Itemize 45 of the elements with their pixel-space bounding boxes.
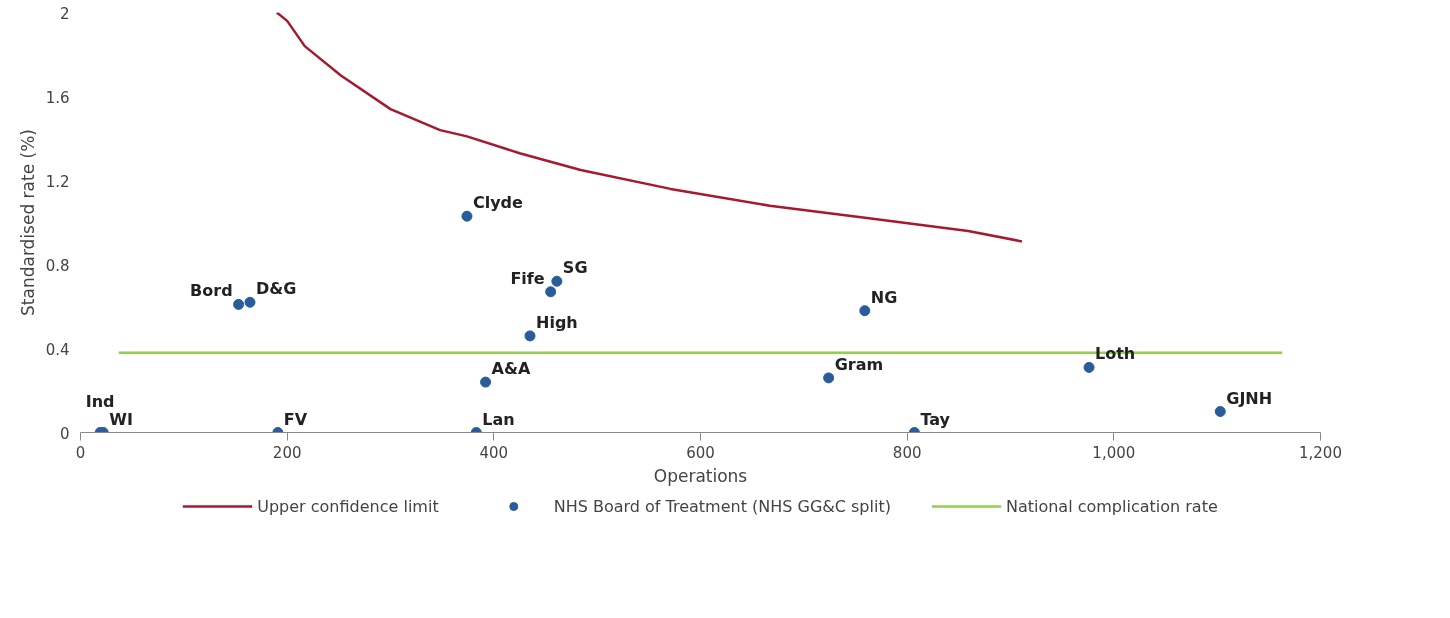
- point: [461, 210, 473, 222]
- annotation: SG: [562, 258, 588, 278]
- x-tick-label: 200: [272, 443, 302, 462]
- x-tick-label: 0: [75, 443, 86, 462]
- annotation: A&A: [491, 359, 531, 379]
- y-tick-label: 1.2: [45, 172, 70, 191]
- annotation: High: [536, 312, 578, 332]
- annotation: Gram: [834, 354, 884, 374]
- point: [551, 275, 563, 287]
- x-tick-label: 800: [892, 443, 922, 462]
- point: [1214, 406, 1226, 417]
- annotation: Fife: [510, 268, 545, 288]
- point: [545, 286, 557, 298]
- x-tick-label: 1,200: [1299, 443, 1342, 462]
- annotation: Tay: [920, 409, 951, 429]
- y-tick-label: 0.4: [45, 340, 70, 359]
- y-tick-label: 0.8: [45, 256, 70, 275]
- y-tick-label: 0: [59, 424, 70, 443]
- legend-label: National complication rate: [1005, 496, 1218, 516]
- annotation: Bord: [190, 281, 233, 301]
- point: [1083, 361, 1095, 373]
- y-tick-label: 2: [59, 4, 70, 23]
- x-tick-label: 400: [479, 443, 509, 462]
- point: [823, 372, 835, 384]
- annotation: D&G: [255, 279, 297, 299]
- legend-label: Upper confidence limit: [257, 496, 439, 516]
- annotation: Ind: [85, 391, 115, 411]
- annotation: NG: [870, 287, 898, 307]
- annotation: FV: [283, 409, 308, 429]
- x-tick-label: 600: [686, 443, 715, 462]
- annotation: Lan: [482, 409, 515, 429]
- annotation: GJNH: [1226, 388, 1273, 408]
- annotation: Clyde: [472, 193, 524, 213]
- x-tick-label: 1,000: [1092, 443, 1136, 462]
- annotation: WI: [109, 409, 133, 429]
- point: [524, 330, 536, 342]
- point: [859, 305, 871, 317]
- point: [244, 296, 256, 308]
- legend-label: NHS Board of Treatment (NHS GG&C split): [553, 496, 891, 516]
- point: [233, 298, 245, 310]
- y-tick-label: 1.6: [45, 88, 70, 107]
- x-axis-title: Operations: [653, 465, 748, 486]
- point: [480, 376, 492, 388]
- y-axis-title: Standardised rate (%): [17, 129, 38, 316]
- line-series: [275, 12, 1024, 243]
